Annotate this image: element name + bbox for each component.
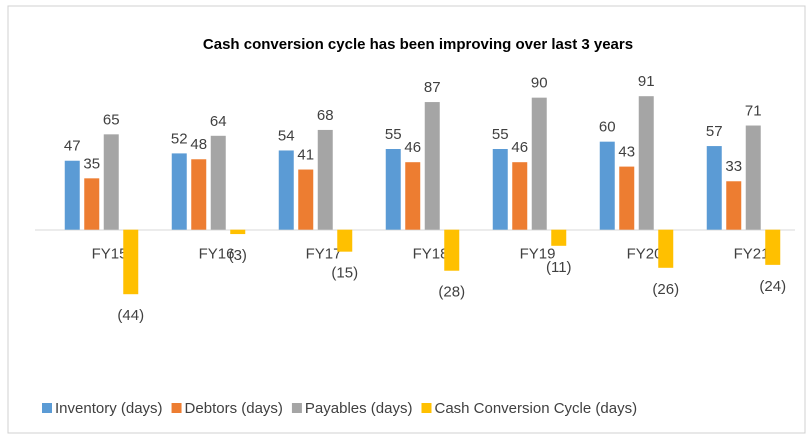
bar [658, 229, 674, 268]
data-label: (3) [229, 247, 247, 264]
bar [444, 229, 460, 271]
data-label: (44) [117, 307, 144, 324]
bar [745, 125, 761, 230]
bar [492, 149, 508, 230]
bar [638, 96, 654, 230]
data-label: 52 [171, 130, 188, 147]
data-label: 54 [278, 127, 295, 144]
bar [191, 159, 207, 230]
data-label: 35 [83, 155, 100, 172]
legend-swatch [421, 403, 432, 413]
data-label: 33 [725, 158, 742, 175]
data-label: 57 [706, 123, 723, 140]
bar [64, 160, 80, 230]
bar [385, 149, 401, 230]
x-tick-label: FY16 [199, 246, 235, 263]
bar [551, 229, 567, 246]
bar [84, 178, 100, 230]
data-label: 87 [424, 79, 441, 96]
bar [210, 135, 226, 230]
bar [298, 169, 314, 230]
data-label: (24) [759, 278, 786, 295]
bar [123, 229, 139, 295]
bar [171, 153, 187, 230]
legend-label: Cash Conversion Cycle (days) [434, 400, 637, 417]
data-label: 68 [317, 107, 334, 124]
data-label: (28) [438, 284, 465, 301]
data-label: (11) [546, 259, 572, 276]
bar [765, 229, 781, 265]
x-tick-label: FY15 [92, 246, 128, 263]
bar [512, 162, 528, 230]
bar [278, 150, 294, 230]
bar [230, 229, 246, 235]
bar [405, 162, 421, 230]
chart-title: Cash conversion cycle has been improving… [203, 36, 633, 53]
legend-swatch [42, 403, 52, 413]
legend-swatch [171, 403, 182, 413]
data-label: 91 [638, 73, 655, 90]
bar [726, 181, 742, 230]
data-label: 71 [745, 103, 762, 120]
x-tick-label: FY18 [413, 246, 449, 263]
data-label: 41 [297, 147, 314, 164]
data-label: 60 [599, 119, 616, 136]
bar [317, 129, 333, 230]
bar [337, 229, 353, 252]
data-label: (26) [652, 281, 679, 298]
bar [599, 141, 615, 230]
legend-label: Debtors (days) [185, 400, 283, 417]
data-label: 47 [64, 138, 81, 155]
data-label: 55 [492, 126, 509, 143]
data-label: 55 [385, 126, 402, 143]
legend-label: Payables (days) [305, 400, 413, 417]
x-tick-label: FY21 [734, 246, 770, 263]
data-label: 48 [190, 136, 207, 153]
bar [706, 146, 722, 230]
x-tick-label: FY20 [627, 246, 663, 263]
bar [424, 102, 440, 230]
bar [619, 166, 635, 230]
data-label: 64 [210, 113, 227, 130]
bar [103, 134, 119, 230]
data-label: 90 [531, 75, 548, 92]
legend-label: Inventory (days) [55, 400, 163, 417]
data-label: 65 [103, 111, 120, 128]
data-label: (15) [331, 265, 358, 282]
data-label: 46 [511, 139, 528, 156]
data-label: 43 [618, 144, 635, 161]
x-tick-label: FY17 [306, 246, 342, 263]
data-label: 46 [404, 139, 421, 156]
x-tick-label: FY19 [520, 246, 556, 263]
bar [531, 97, 547, 230]
legend-swatch [291, 403, 302, 413]
